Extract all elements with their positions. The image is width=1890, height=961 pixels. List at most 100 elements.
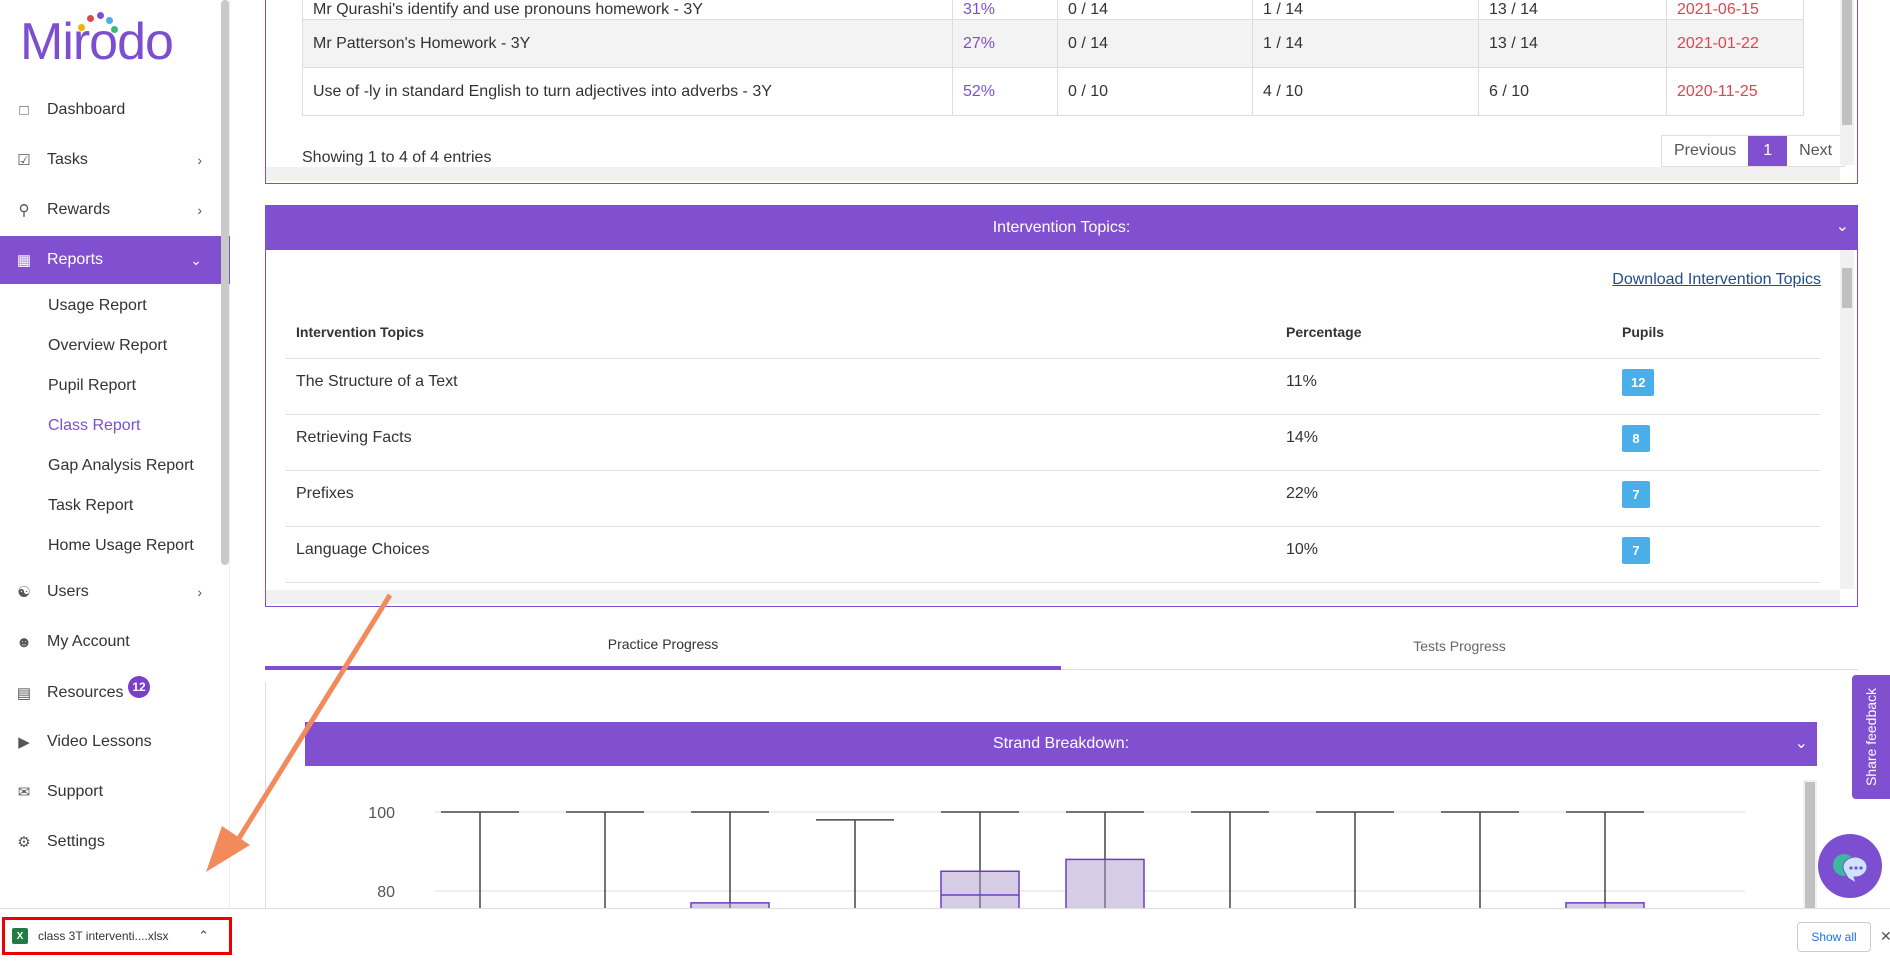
- monitor-icon: □: [19, 101, 29, 119]
- chevron-down-icon: ⌄: [190, 251, 202, 268]
- main-content: Mr Qurashi's identify and use pronouns h…: [230, 0, 1890, 918]
- reports-icon: ▦: [16, 252, 32, 269]
- pupils-count-button[interactable]: 7: [1622, 480, 1650, 508]
- pupils-count-button[interactable]: 12: [1622, 368, 1655, 396]
- sidebar-item-tasks[interactable]: ☑ Tasks ›: [0, 136, 230, 184]
- chevron-up-icon[interactable]: ⌃: [198, 928, 209, 943]
- topic-percentage: 10%: [1276, 526, 1612, 583]
- task-col-2: 1 / 14: [1252, 0, 1479, 20]
- column-header-percentage[interactable]: Percentage: [1276, 306, 1612, 359]
- table-header-row: Intervention Topics Percentage Pupils: [286, 306, 1820, 359]
- show-all-button[interactable]: Show all: [1797, 922, 1871, 952]
- task-date: 2021-06-15: [1666, 0, 1804, 20]
- task-percentage: 52%: [952, 67, 1058, 116]
- chat-bubble-icon: [1833, 854, 1868, 883]
- table-row: Prefixes 22% 7: [286, 470, 1820, 527]
- sidebar-item-label: My Account: [47, 633, 130, 650]
- close-icon[interactable]: ✕: [1880, 928, 1890, 944]
- y-tick-label: 80: [377, 884, 395, 901]
- strand-breakdown-title: Strand Breakdown:: [992, 735, 1130, 752]
- sidebar-item-label: Support: [47, 783, 104, 800]
- sidebar-item-users[interactable]: ☯ Users ›: [0, 568, 230, 616]
- table-row: Retrieving Facts 14% 8: [286, 414, 1820, 471]
- chevron-down-icon[interactable]: ⌄: [1835, 218, 1849, 235]
- next-button[interactable]: Next: [1799, 142, 1833, 159]
- intervention-vertical-scrollbar[interactable]: [1840, 250, 1854, 589]
- column-header-pupils[interactable]: Pupils: [1612, 306, 1820, 359]
- share-feedback-button[interactable]: Share feedback: [1852, 675, 1890, 799]
- tasks-table: Mr Qurashi's identify and use pronouns h…: [302, 0, 1804, 116]
- task-name: Use of -ly in standard English to turn a…: [302, 67, 953, 116]
- sub-item-gap-analysis-report[interactable]: Gap Analysis Report: [48, 457, 194, 474]
- previous-button[interactable]: Previous: [1674, 142, 1737, 159]
- sidebar-item-label: Resources: [47, 684, 124, 701]
- sub-item-home-usage-report[interactable]: Home Usage Report: [48, 537, 194, 554]
- task-date: 2020-11-25: [1666, 67, 1804, 116]
- sidebar-item-video-lessons[interactable]: ▶ Video Lessons: [0, 718, 230, 766]
- sub-item-overview-report[interactable]: Overview Report: [48, 337, 168, 354]
- intervention-topics-panel: Intervention Topics: ⌄ Download Interven…: [265, 205, 1858, 607]
- chevron-down-icon[interactable]: ⌄: [1794, 735, 1808, 752]
- sub-item-usage-report[interactable]: Usage Report: [48, 297, 147, 314]
- video-icon: ▶: [18, 734, 30, 751]
- share-feedback-label: Share feedback: [1863, 687, 1880, 787]
- tab-practice-progress[interactable]: Practice Progress: [265, 622, 1061, 670]
- task-name: Mr Patterson's Homework - 3Y: [302, 19, 953, 68]
- tasks-panel: Mr Qurashi's identify and use pronouns h…: [265, 0, 1858, 184]
- trophy-icon: ⚲: [18, 202, 30, 219]
- tasks-vertical-scrollbar[interactable]: [1840, 0, 1854, 165]
- pagination: Previous 1 Next: [1661, 135, 1846, 167]
- sidebar: Mirodo □ Dashboard ☑ Tasks › ⚲ Rewards ›…: [0, 0, 230, 908]
- chat-button[interactable]: [1818, 834, 1882, 898]
- sidebar-item-resources[interactable]: ▤ Resources: [0, 669, 230, 717]
- column-header-topics[interactable]: Intervention Topics: [286, 306, 1276, 359]
- task-col-3: 6 / 10: [1478, 67, 1667, 116]
- sidebar-item-reports[interactable]: ▦ Reports ⌄: [0, 236, 230, 284]
- task-col-2: 1 / 14: [1252, 19, 1479, 68]
- topic-name: The Structure of a Text: [286, 358, 1276, 415]
- sidebar-item-rewards[interactable]: ⚲ Rewards ›: [0, 186, 230, 234]
- sub-item-class-report[interactable]: Class Report: [48, 417, 141, 434]
- strand-breakdown-panel: Strand Breakdown: ⌄ 100 80: [305, 722, 1817, 918]
- download-bar: X class 3T interventi....xlsx ⌃: [0, 908, 1890, 961]
- sidebar-item-my-account[interactable]: ☻ My Account: [0, 618, 230, 666]
- tasks-icon: ☑: [17, 152, 31, 169]
- download-filename: class 3T interventi....xlsx: [38, 929, 169, 943]
- intervention-horizontal-scrollbar[interactable]: [266, 590, 1840, 604]
- support-icon: ✉: [17, 784, 31, 801]
- topic-percentage: 14%: [1276, 414, 1612, 471]
- logo-dots-icon: [78, 12, 118, 36]
- download-intervention-topics-link[interactable]: Download Intervention Topics: [1612, 271, 1821, 288]
- intervention-topics-header[interactable]: Intervention Topics: ⌄: [266, 206, 1857, 250]
- topic-name: Prefixes: [286, 470, 1276, 527]
- sidebar-scrollbar[interactable]: [221, 0, 229, 565]
- sidebar-item-label: Settings: [47, 833, 105, 850]
- gear-icon: ⚙: [17, 834, 31, 851]
- pupils-count-button[interactable]: 8: [1622, 424, 1650, 452]
- topic-percentage: 11%: [1276, 358, 1612, 415]
- tasks-horizontal-scrollbar[interactable]: [266, 167, 1840, 181]
- sidebar-item-label: Reports: [47, 251, 104, 268]
- topic-name: Language Choices: [286, 526, 1276, 583]
- sidebar-item-dashboard[interactable]: □ Dashboard: [0, 86, 230, 134]
- table-row: Mr Qurashi's identify and use pronouns h…: [302, 0, 1804, 20]
- sub-item-task-report[interactable]: Task Report: [48, 497, 134, 514]
- sidebar-item-support[interactable]: ✉ Support: [0, 768, 230, 816]
- page-1-button[interactable]: 1: [1748, 136, 1788, 166]
- task-col-1: 0 / 14: [1057, 0, 1253, 20]
- pupils-count-button[interactable]: 7: [1622, 536, 1650, 564]
- intervention-topics-title: Intervention Topics:: [992, 219, 1131, 236]
- sidebar-item-label: Users: [47, 583, 89, 600]
- sidebar-item-settings[interactable]: ⚙ Settings: [0, 818, 230, 866]
- strand-breakdown-header[interactable]: Strand Breakdown: ⌄: [305, 722, 1817, 766]
- tab-tests-progress[interactable]: Tests Progress: [1413, 638, 1506, 654]
- table-row: Use of -ly in standard English to turn a…: [302, 67, 1804, 116]
- resources-icon: ▤: [16, 685, 32, 702]
- download-item[interactable]: X class 3T interventi....xlsx ⌃: [2, 917, 232, 955]
- strand-chart: 100 80: [325, 787, 1785, 918]
- topic-name: Retrieving Facts: [286, 414, 1276, 471]
- sub-item-pupil-report[interactable]: Pupil Report: [48, 377, 137, 394]
- mirodo-logo[interactable]: Mirodo: [20, 13, 174, 71]
- strand-box-chart: 100 80: [368, 805, 1745, 918]
- strand-vertical-scrollbar[interactable]: [1803, 780, 1817, 912]
